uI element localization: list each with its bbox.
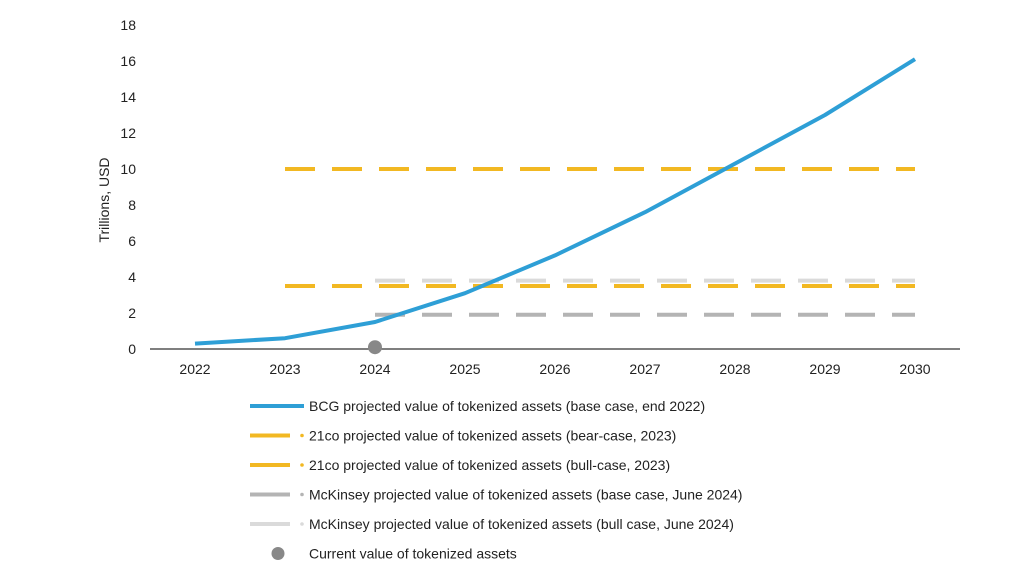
series-line-1 <box>194 57 917 346</box>
y-axis-label: Trillions, USD <box>96 157 112 242</box>
y-tick-label: 0 <box>128 341 136 357</box>
legend-marker <box>271 547 285 560</box>
x-tick-label: 2023 <box>269 361 300 377</box>
legend-label: 21co projected value of tokenized assets… <box>309 428 676 444</box>
legend-label: McKinsey projected value of tokenized as… <box>309 516 734 532</box>
x-axis: 2022 2023 2024 2025 2026 2027 2028 2029 2030 <box>150 348 960 377</box>
x-tick-label: 2025 <box>449 361 480 377</box>
y-tick-label: 4 <box>128 269 136 285</box>
legend-swatch-dot <box>300 492 304 497</box>
y-axis: 0 2 4 6 8 10 12 14 16 18 <box>120 17 136 357</box>
x-tick-label: 2030 <box>899 361 930 377</box>
current-value-point <box>368 340 382 355</box>
y-tick-label: 8 <box>128 197 136 213</box>
legend-swatch-dot <box>300 463 304 467</box>
legend: BCG projected value of tokenized assets … <box>250 398 742 562</box>
x-tick-label: 2028 <box>719 361 750 377</box>
y-tick-label: 18 <box>120 17 136 33</box>
x-tick-label: 2027 <box>629 361 660 377</box>
x-tick-label: 2022 <box>179 361 210 377</box>
series-layer <box>194 57 917 355</box>
y-tick-label: 6 <box>128 233 136 249</box>
y-tick-label: 2 <box>128 305 136 321</box>
legend-swatch-dot <box>300 433 304 438</box>
legend-swatch-dot <box>300 522 304 526</box>
legend-label: McKinsey projected value of tokenized as… <box>309 487 742 503</box>
legend-label: BCG projected value of tokenized assets … <box>309 398 705 414</box>
x-tick-label: 2024 <box>359 361 390 377</box>
y-tick-label: 14 <box>120 89 136 105</box>
legend-label: 21co projected value of tokenized assets… <box>309 457 670 473</box>
legend-label: Current value of tokenized assets <box>309 546 517 562</box>
x-tick-label: 2026 <box>539 361 570 377</box>
y-tick-label: 16 <box>120 53 136 69</box>
y-tick-label: 12 <box>120 125 136 141</box>
x-tick-label: 2029 <box>809 361 840 377</box>
y-tick-label: 10 <box>120 161 136 177</box>
